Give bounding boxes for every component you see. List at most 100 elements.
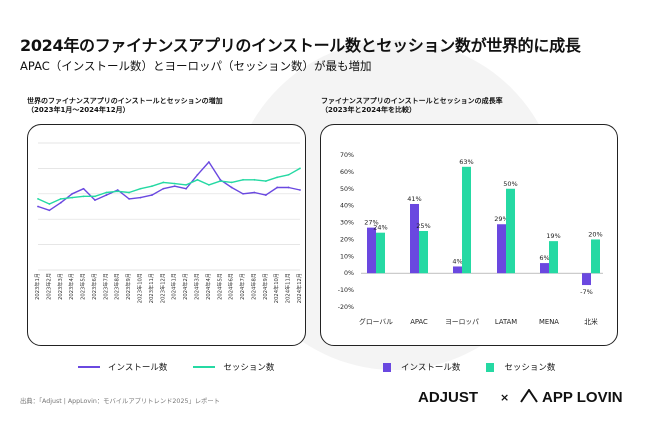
y-tick-label: 40% bbox=[340, 203, 354, 210]
line-point-session bbox=[230, 181, 233, 184]
y-tick-label: -10% bbox=[338, 287, 354, 294]
line-point-session bbox=[276, 176, 279, 179]
page-title: 2024年のファイナンスアプリのインストール数とセッション数が世界的に成長 bbox=[20, 36, 581, 55]
bar-value-label: 20% bbox=[588, 230, 602, 238]
line-point-install bbox=[151, 194, 153, 196]
line-point-install bbox=[287, 186, 290, 189]
legend-swatch-session bbox=[193, 366, 216, 368]
line-point-session bbox=[242, 178, 244, 181]
bar-value-label: 19% bbox=[546, 232, 560, 240]
x-tick-label: 2024年11月 bbox=[284, 273, 292, 303]
category-label: ヨーロッパ bbox=[445, 318, 479, 326]
bar-session bbox=[506, 188, 515, 274]
line-point-install bbox=[185, 187, 187, 190]
line-point-install bbox=[128, 197, 131, 200]
line-series-session bbox=[37, 167, 301, 205]
bar-chart-subtitle: （2023年と2024年を比較） bbox=[321, 106, 416, 114]
line-point-session bbox=[207, 184, 210, 186]
line-point-session bbox=[173, 182, 176, 185]
x-tick-label: 2023年3月 bbox=[56, 273, 64, 300]
line-point-session bbox=[48, 203, 51, 205]
bar-chart: 70% 60% 50% 40% 30% 20% 10% 0% -10% -20% 27%24% グロー… bbox=[338, 152, 603, 326]
bar-chart-title: ファイナンスアプリのインストールとセッションの成長率 bbox=[321, 97, 503, 105]
bar-value-label: 27% bbox=[364, 219, 378, 227]
line-point-session bbox=[105, 191, 108, 194]
line-point-session bbox=[253, 178, 256, 181]
x-tick-label: 2023年9月 bbox=[124, 273, 132, 300]
line-chart-title: 世界のファイナンスアプリのインストールとセッションの増加 bbox=[27, 97, 223, 105]
bar-chart-panel: 70% 60% 50% 40% 30% 20% 10% 0% -10% -20% 27% 24% グロー… bbox=[320, 124, 618, 346]
legend-label-session: セッション数 bbox=[223, 363, 275, 373]
line-point-install bbox=[94, 199, 96, 202]
bar-install bbox=[540, 263, 549, 274]
bar-value-label: 63% bbox=[459, 158, 473, 166]
legend-item-install-bar: インストール数 bbox=[383, 361, 460, 373]
line-point-install bbox=[219, 178, 222, 181]
category-label: APAC bbox=[410, 318, 428, 326]
applovin-mark-icon bbox=[520, 388, 538, 403]
x-tick-label: 2023年11月 bbox=[147, 273, 155, 303]
line-point-session bbox=[264, 180, 267, 182]
line-point-session bbox=[139, 187, 142, 190]
line-point-session bbox=[94, 195, 96, 198]
bar-value-label: -7% bbox=[580, 288, 593, 296]
bar-session bbox=[549, 241, 558, 274]
legend-item-session-bar: セッション数 bbox=[486, 361, 555, 373]
x-tick-label: 2023年4月 bbox=[67, 273, 75, 300]
line-chart-legend: インストール数 セッション数 bbox=[78, 361, 274, 373]
y-tick-label: 70% bbox=[340, 152, 354, 159]
x-tick-label: 2023年12月 bbox=[158, 273, 166, 303]
bar-install bbox=[497, 224, 506, 274]
y-tick-label: -20% bbox=[338, 304, 354, 311]
bar-chart-legend: インストール数 セッション数 bbox=[383, 361, 555, 373]
bar-value-label: 4% bbox=[452, 257, 462, 265]
x-tick-label: 2024年6月 bbox=[227, 273, 235, 300]
legend-swatch-install bbox=[78, 366, 100, 368]
line-chart-panel: 2023年1月 2023年2月 2023年3月 2023年4月 2023年5月 2023年… bbox=[27, 124, 306, 346]
line-point-install bbox=[162, 187, 165, 190]
line-point-session bbox=[128, 191, 131, 194]
applovin-logo-text: APP LOVIN bbox=[542, 389, 623, 406]
x-tick-label: 2024年9月 bbox=[261, 273, 269, 300]
x-tick-label: 2024年8月 bbox=[249, 273, 257, 300]
bar-session bbox=[462, 166, 471, 274]
adjust-logo: ADJUST bbox=[418, 389, 479, 406]
applovin-logo: APP LOVIN bbox=[520, 388, 623, 406]
line-point-install bbox=[116, 189, 119, 191]
legend-item-install: インストール数 bbox=[78, 361, 167, 373]
line-series-install bbox=[37, 161, 301, 212]
bar-install bbox=[367, 227, 376, 274]
y-tick-label: 30% bbox=[340, 220, 354, 227]
category-label: LATAM bbox=[495, 318, 517, 326]
line-point-install bbox=[37, 205, 39, 208]
y-tick-label: 50% bbox=[340, 186, 354, 193]
line-point-session bbox=[185, 184, 187, 186]
x-tick-label: 2023年7月 bbox=[101, 273, 109, 300]
line-point-install bbox=[242, 192, 244, 195]
line-point-install bbox=[59, 201, 62, 204]
bar-value-label: 25% bbox=[416, 222, 430, 230]
line-chart-title-block: 世界のファイナンスアプリのインストールとセッションの増加 （2023年1月〜20… bbox=[27, 97, 223, 115]
bar-session bbox=[419, 231, 428, 274]
line-point-install bbox=[82, 187, 85, 190]
line-point-install bbox=[276, 186, 279, 189]
y-tick-label: 60% bbox=[340, 169, 354, 176]
line-point-install bbox=[196, 173, 199, 176]
line-point-session bbox=[287, 173, 290, 176]
line-point-install bbox=[48, 209, 51, 212]
x-tick-label: 2023年6月 bbox=[90, 273, 98, 300]
x-tick-label: 2024年2月 bbox=[181, 273, 189, 300]
y-tick-label: 20% bbox=[340, 236, 354, 243]
line-point-install bbox=[139, 196, 142, 199]
x-tick-label: 2024年10月 bbox=[272, 273, 280, 303]
bar-chart-title-block: ファイナンスアプリのインストールとセッションの成長率 （2023年と2024年を… bbox=[321, 97, 503, 115]
y-tick-label: 10% bbox=[340, 253, 354, 260]
x-tick-label: 2024年1月 bbox=[170, 273, 178, 300]
page-subtitle: APAC（インストール数）とヨーロッパ（セッション数）が最も増加 bbox=[20, 59, 372, 73]
x-tick-label: 2023年10月 bbox=[136, 273, 144, 303]
line-point-install bbox=[264, 194, 267, 196]
line-point-install bbox=[173, 185, 176, 188]
line-point-session bbox=[116, 190, 119, 193]
bar-value-label: 24% bbox=[373, 224, 387, 232]
line-point-session bbox=[59, 197, 62, 200]
